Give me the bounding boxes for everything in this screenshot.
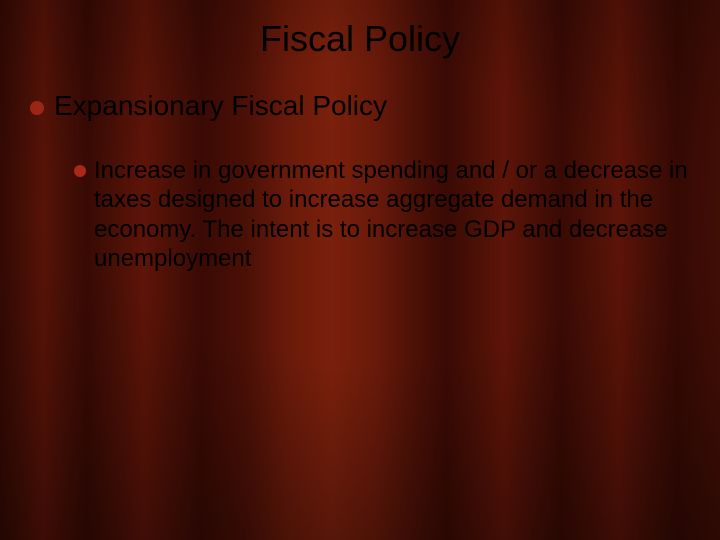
bullet-level2: Increase in government spending and / or… [74,156,692,273]
slide-content: Fiscal Policy Expansionary Fiscal Policy… [0,0,720,540]
bullet-level1: Expansionary Fiscal Policy [30,90,692,122]
bullet-level2-text: Increase in government spending and / or… [94,156,692,273]
bullet-icon [30,101,44,115]
bullet-level1-text: Expansionary Fiscal Policy [54,90,692,122]
slide-title: Fiscal Policy [28,18,692,60]
bullet-icon [74,165,86,177]
